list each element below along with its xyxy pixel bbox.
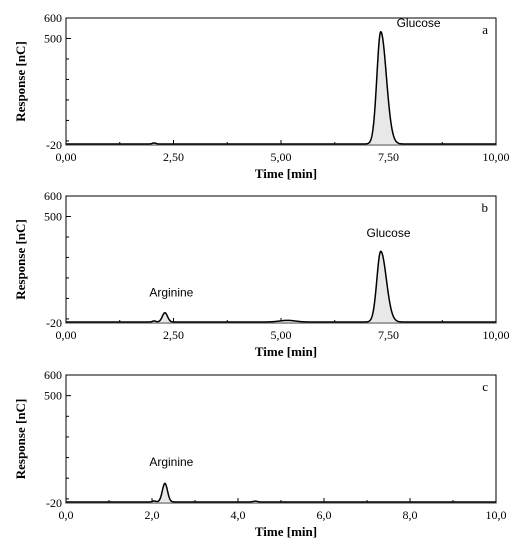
- x-tick-label: 10,0: [486, 508, 507, 522]
- y-tick-label: -20: [46, 138, 62, 152]
- x-axis-title: Time [min]: [255, 344, 317, 359]
- chromatogram-trace: [66, 482, 496, 503]
- chart-panel-b: 0,00 2,50 5,00 7,50 10,00 -20 500 600 Time [min]…: [13, 189, 510, 359]
- x-tick-label: 0,00: [56, 328, 77, 342]
- x-tick-label: 2,0: [145, 508, 160, 522]
- y-tick-label: -20: [46, 316, 62, 330]
- x-axis-title: Time [min]: [255, 166, 317, 181]
- x-tick-label: 7,50: [378, 328, 399, 342]
- y-axis-title: Response [nC]: [13, 219, 28, 300]
- x-tick-label: 8,0: [403, 508, 418, 522]
- peak-annotation: Glucose: [397, 16, 441, 30]
- y-tick-label: 600: [44, 189, 62, 203]
- x-tick-label: 10,00: [483, 328, 510, 342]
- chromatogram-trace: [66, 250, 496, 323]
- peak-annotation: Arginine: [149, 285, 193, 299]
- x-tick-label: 2,50: [163, 150, 184, 164]
- panel-label: c: [482, 379, 488, 394]
- trace-area: [66, 31, 496, 145]
- x-tick-label: 0,00: [56, 150, 77, 164]
- plot-frame: [65, 17, 497, 146]
- plot-frame: [65, 374, 497, 504]
- trace-area: [66, 483, 496, 503]
- y-tick-label: -20: [46, 496, 62, 510]
- x-axis-title: Time [min]: [255, 524, 317, 539]
- x-tick-label: 4,0: [231, 508, 246, 522]
- chart-panel-c: 0,0 2,0 4,0 6,0 8,0 10,0 -20 500 600 Time [min] Re…: [13, 368, 507, 539]
- y-tick-label: 600: [44, 368, 62, 382]
- x-tick-label: 5,00: [271, 150, 292, 164]
- plot-frame: [65, 195, 497, 324]
- y-axis-title: Response [nC]: [13, 399, 28, 480]
- x-tick-label: 6,0: [317, 508, 332, 522]
- x-tick-label: 5,00: [271, 328, 292, 342]
- y-axis-title: Response [nC]: [13, 41, 28, 122]
- y-tick-label: 500: [44, 389, 62, 403]
- y-tick-label: 600: [44, 11, 62, 25]
- x-tick-label: 0,0: [59, 508, 74, 522]
- x-tick-label: 7,50: [378, 150, 399, 164]
- chart-panel-a: 0,00 2,50 5,00 7,50 10,00 -20 500 600 Time [min]…: [13, 11, 510, 181]
- panel-label: a: [482, 22, 488, 37]
- y-tick-label: 500: [44, 31, 62, 45]
- x-tick-label: 10,00: [483, 150, 510, 164]
- peak-annotation: Arginine: [149, 455, 193, 469]
- trace-area: [66, 251, 496, 323]
- x-tick-label: 2,50: [163, 328, 184, 342]
- peak-annotation: Glucose: [366, 226, 410, 240]
- chromatogram-trace: [66, 31, 496, 145]
- y-tick-label: 500: [44, 209, 62, 223]
- panel-label: b: [482, 200, 489, 215]
